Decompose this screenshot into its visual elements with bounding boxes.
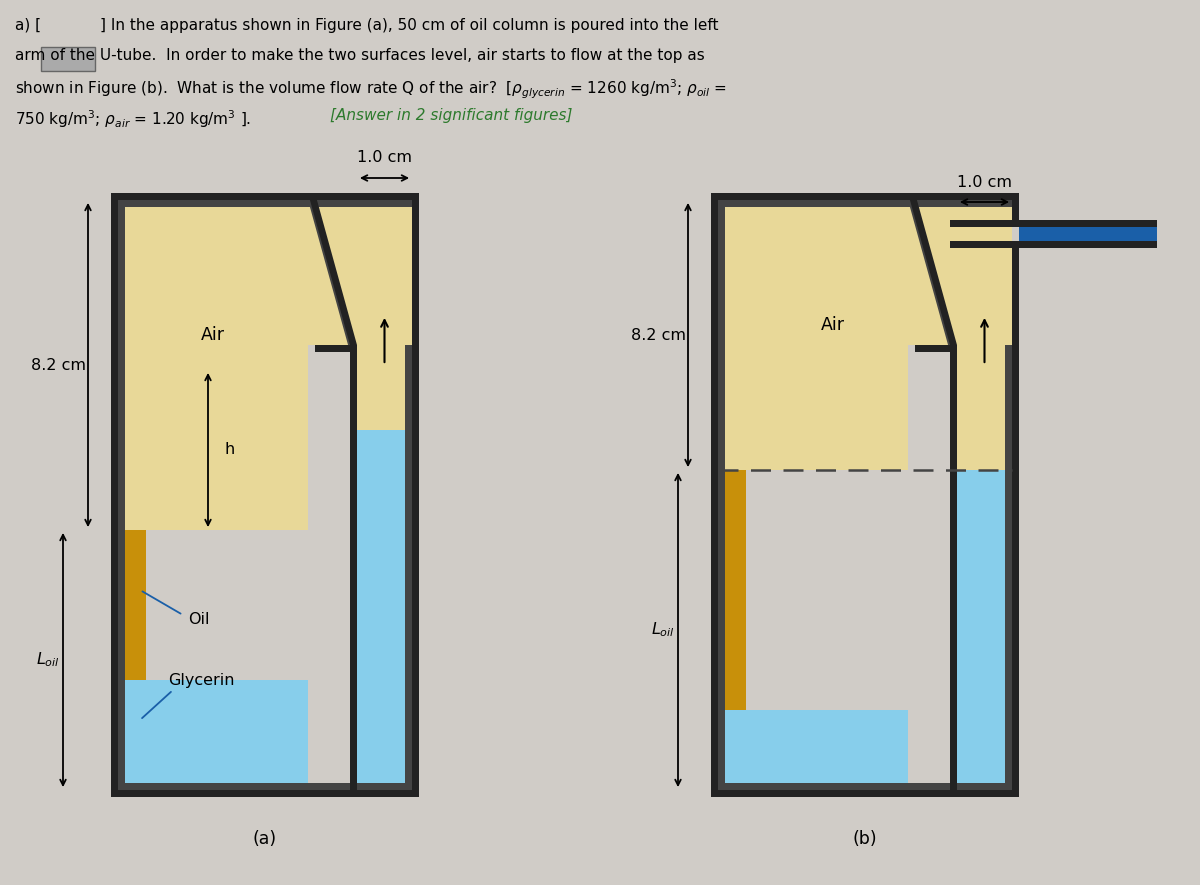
Polygon shape <box>958 470 1012 790</box>
Polygon shape <box>908 200 1012 352</box>
Polygon shape <box>908 200 958 352</box>
Polygon shape <box>718 710 908 790</box>
Polygon shape <box>406 345 412 790</box>
Polygon shape <box>118 530 146 680</box>
Text: Air: Air <box>202 326 226 344</box>
Polygon shape <box>958 345 1012 470</box>
Polygon shape <box>710 193 718 797</box>
Polygon shape <box>1006 345 1012 790</box>
Polygon shape <box>1012 248 1019 797</box>
Text: h: h <box>226 442 235 458</box>
Polygon shape <box>308 200 412 352</box>
Polygon shape <box>718 470 746 710</box>
Text: Air: Air <box>821 316 845 334</box>
Text: Oil: Oil <box>188 612 210 627</box>
Text: a) [: a) [ <box>14 18 41 33</box>
Polygon shape <box>358 345 412 430</box>
Polygon shape <box>916 345 950 352</box>
Text: (a): (a) <box>253 830 277 848</box>
Polygon shape <box>710 193 1019 200</box>
Text: $L_{oil}$: $L_{oil}$ <box>36 650 60 669</box>
Polygon shape <box>118 200 412 207</box>
Polygon shape <box>112 193 419 200</box>
Polygon shape <box>710 790 1019 797</box>
Polygon shape <box>308 193 358 345</box>
Text: 750 kg/m$^3$; $\rho_{air}$ = 1.20 kg/m$^3$ ].: 750 kg/m$^3$; $\rho_{air}$ = 1.20 kg/m$^… <box>14 108 258 130</box>
Polygon shape <box>112 790 419 797</box>
Polygon shape <box>950 220 1157 227</box>
Polygon shape <box>112 193 118 797</box>
Polygon shape <box>308 200 412 345</box>
Text: Glycerin: Glycerin <box>168 673 234 688</box>
Text: (b): (b) <box>853 830 877 848</box>
Polygon shape <box>118 200 308 530</box>
Polygon shape <box>118 200 125 790</box>
Polygon shape <box>950 241 1157 248</box>
Polygon shape <box>308 200 358 352</box>
Text: $L_{oil}$: $L_{oil}$ <box>652 620 674 639</box>
Polygon shape <box>950 345 958 797</box>
Polygon shape <box>358 430 412 790</box>
Text: 8.2 cm: 8.2 cm <box>31 358 86 373</box>
FancyBboxPatch shape <box>41 47 95 71</box>
Text: 8.2 cm: 8.2 cm <box>631 327 686 342</box>
Polygon shape <box>1019 227 1157 241</box>
Polygon shape <box>908 193 958 345</box>
Polygon shape <box>350 345 358 797</box>
Text: arm of the U-tube.  In order to make the two surfaces level, air starts to flow : arm of the U-tube. In order to make the … <box>14 48 704 63</box>
Text: 1.0 cm: 1.0 cm <box>958 175 1012 190</box>
Polygon shape <box>718 200 1012 207</box>
Polygon shape <box>718 200 725 790</box>
Polygon shape <box>718 200 908 470</box>
Text: [Answer in 2 significant figures]: [Answer in 2 significant figures] <box>330 108 572 123</box>
Polygon shape <box>118 783 412 790</box>
Polygon shape <box>718 783 1012 790</box>
Text: ] In the apparatus shown in Figure (a), 50 cm of oil column is poured into the l: ] In the apparatus shown in Figure (a), … <box>100 18 719 33</box>
Text: 1.0 cm: 1.0 cm <box>358 150 412 165</box>
Polygon shape <box>118 680 308 790</box>
Polygon shape <box>314 345 350 352</box>
Text: shown in Figure (b).  What is the volume flow rate Q of the air?  [$\rho_{glycer: shown in Figure (b). What is the volume … <box>14 78 727 101</box>
Polygon shape <box>412 193 419 797</box>
Polygon shape <box>1012 193 1019 220</box>
